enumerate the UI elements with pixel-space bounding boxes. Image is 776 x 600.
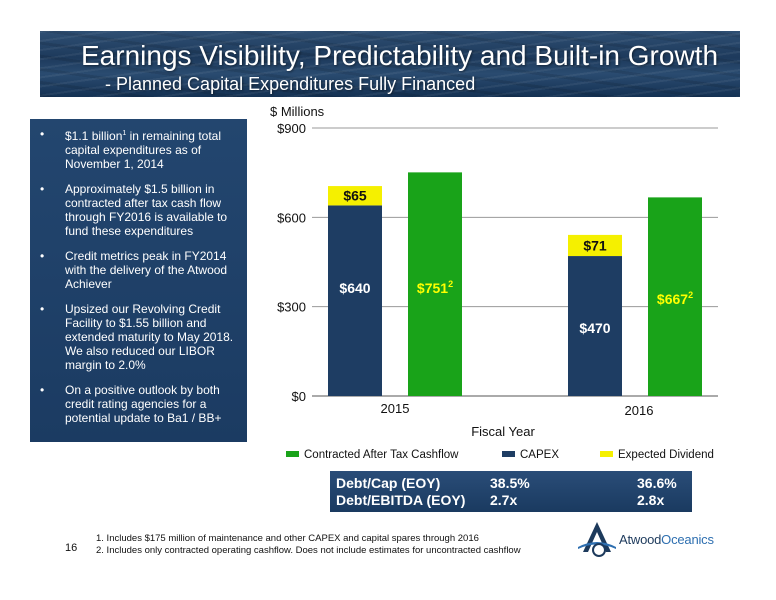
metric-value-2016: 2.8x [637, 492, 665, 508]
page-number: 16 [65, 542, 78, 554]
metric-label: Debt/EBITDA (EOY) [336, 492, 466, 508]
bullet-item: • Approximately $1.5 billion in contract… [40, 182, 239, 238]
bullet-item: • On a positive outlook by both credit r… [40, 383, 239, 425]
bullet-text-cont: in remaining total capital expenditures … [65, 129, 221, 171]
bullet-item: • $1.1 billion1 in remaining total capit… [40, 127, 239, 171]
legend-swatch [600, 450, 613, 457]
y-tick-label: $900 [277, 121, 306, 136]
page-title: Earnings Visibility, Predictability and … [81, 40, 719, 71]
bar-dividend [328, 186, 382, 206]
bullet-dot: • [40, 182, 45, 196]
metric-value-2015: 2.7x [490, 492, 518, 508]
y-tick-label: $0 [292, 389, 306, 404]
logo-text: AtwoodOceanics [619, 532, 714, 547]
bar-dividend [568, 234, 622, 257]
bullet-dot: • [40, 249, 45, 263]
legend-swatch [286, 450, 299, 457]
logo-mark-icon [578, 522, 616, 557]
bullet-text: Approximately $1.5 billion in contracted… [65, 182, 228, 238]
x-tick-label: 2015 [381, 401, 410, 416]
metric-row: Debt/Cap (EOY) 38.5% 36.6% [330, 475, 692, 493]
bullet-dot: • [40, 127, 45, 141]
y-tick-label: $600 [277, 210, 306, 225]
bullet-panel: • $1.1 billion1 in remaining total capit… [30, 119, 247, 442]
x-tick-label: 2016 [625, 403, 654, 418]
credit-metrics-box: Debt/Cap (EOY) 38.5% 36.6% Debt/EBITDA (… [330, 471, 692, 512]
legend-label: Contracted After Tax Cashflow [304, 449, 459, 461]
metric-label: Debt/Cap (EOY) [336, 475, 441, 491]
legend-label: Expected Dividend [618, 449, 714, 461]
data-label-capex: $640 [339, 280, 370, 296]
title-banner [40, 31, 740, 97]
footnote-2: 2. Includes only contracted operating ca… [96, 545, 521, 556]
legend-swatch [502, 450, 515, 457]
data-label-capex: $470 [579, 320, 610, 336]
bullet-item: • Credit metrics peak in FY2014 with the… [40, 249, 239, 291]
bullet-dot: • [40, 383, 45, 397]
data-label-dividend: $71 [583, 237, 607, 253]
bullet-text: Upsized our Revolving Credit Facility to… [65, 302, 234, 372]
legend-label: CAPEX [520, 449, 559, 461]
y-axis-label: $ Millions [270, 104, 325, 119]
bullet-text: $1.1 billion [65, 129, 123, 143]
bullet-text: Credit metrics peak in FY2014 with the d… [65, 249, 228, 291]
company-logo: AtwoodOceanics [575, 519, 735, 559]
legend-item-dividend: Expected Dividend [600, 449, 714, 461]
y-tick-label: $300 [277, 300, 306, 315]
bar-cashflow [648, 197, 702, 396]
capex-chart: $ Millions Fiscal Year $0 $300 $600 $900 $64… [270, 104, 718, 439]
data-label-cashflow: $7512 [417, 279, 453, 296]
footnotes: 1. Includes $175 million of maintenance … [96, 533, 521, 557]
footnote-ref: 1 [122, 130, 127, 137]
footnote-1: 1. Includes $175 million of maintenance … [96, 533, 479, 544]
legend-item-cashflow: Contracted After Tax Cashflow [286, 449, 458, 461]
bullet-text: On a positive outlook by both credit rat… [65, 383, 222, 425]
x-axis-label: Fiscal Year [471, 424, 535, 439]
data-label-cashflow: $6672 [657, 290, 693, 307]
metric-value-2015: 38.5% [490, 475, 530, 491]
bar-capex [328, 205, 382, 396]
page-subtitle: - Planned Capital Expenditures Fully Fin… [105, 74, 476, 94]
chart-legend: Contracted After Tax Cashflow CAPEX Expe… [286, 449, 726, 465]
bar-capex [568, 256, 622, 396]
bullet-item: • Upsized our Revolving Credit Facility … [40, 302, 239, 372]
metric-value-2016: 36.6% [637, 475, 677, 491]
data-label-dividend: $65 [343, 188, 367, 204]
bar-cashflow [408, 172, 462, 396]
bullet-dot: • [40, 302, 45, 316]
legend-item-capex: CAPEX [502, 449, 559, 461]
metric-row: Debt/EBITDA (EOY) 2.7x 2.8x [330, 492, 692, 510]
